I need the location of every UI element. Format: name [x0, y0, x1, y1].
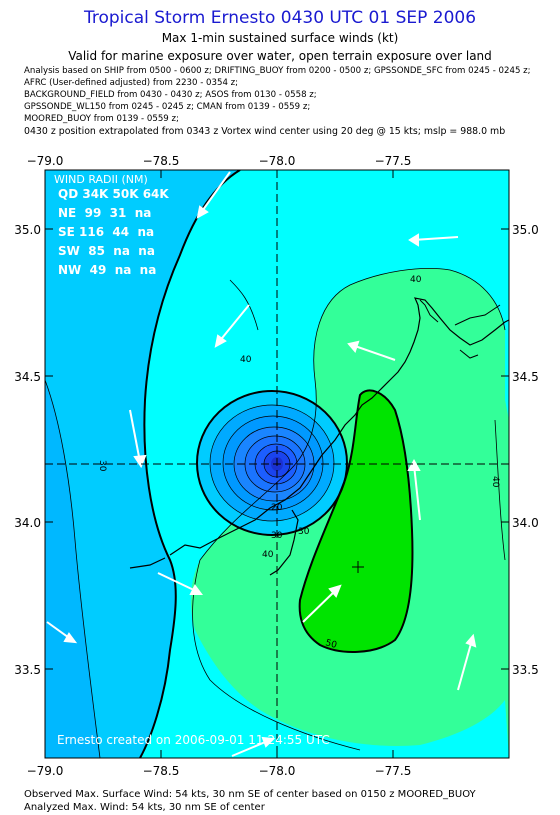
contour-label: 40	[240, 355, 252, 365]
contour-40-north-line	[229, 279, 259, 331]
contour-label: 30	[97, 460, 107, 472]
lon-tick-bottom-3: −78.0	[259, 764, 296, 778]
lon-tick-top-3: −78.0	[259, 154, 296, 168]
wind-radii-header: QD 34K 50K 64K	[58, 187, 169, 201]
arrow-head	[214, 334, 227, 348]
lat-tick-right-1: 35.0	[512, 223, 539, 237]
lat-tick-left-3: 34.0	[14, 516, 41, 530]
analysis-line-2: AFRC (User-defined adjusted) from 2230 -…	[24, 78, 239, 88]
arrow-head	[261, 736, 276, 748]
arrow-head	[347, 340, 360, 353]
wind-arrow	[412, 236, 459, 241]
wind-radii-row-sw: SW 85 na na	[58, 244, 155, 258]
contour-label: 20	[271, 503, 283, 513]
analysis-line-1: Analysis based on SHIP from 0500 - 0600 …	[24, 66, 531, 76]
coastline	[169, 297, 509, 556]
wind-arrow	[199, 171, 231, 215]
wind-radii-table: WIND RADII (NM) QD 34K 50K 64K NE 99 31 …	[54, 173, 169, 277]
arrow-head	[133, 454, 147, 469]
axis-ticks	[44, 170, 510, 758]
lat-tick-left-1: 35.0	[14, 223, 41, 237]
contour-40-east-line	[494, 419, 506, 561]
contour-30-vortex	[196, 390, 348, 536]
lon-tick-bottom-2: −78.5	[143, 764, 180, 778]
arrow-head	[465, 633, 477, 648]
arrow-head	[328, 584, 342, 598]
wind-radii-row-se: SE 116 44 na	[58, 225, 154, 239]
contour-30-line	[139, 170, 241, 758]
lat-tick-right-4: 33.5	[512, 663, 539, 677]
contour-40-line	[199, 268, 506, 561]
contour-20-west-line	[45, 379, 101, 758]
contour-label: 40	[262, 550, 274, 560]
wind-arrow	[217, 304, 250, 344]
lon-tick-bottom-1: −79.0	[27, 764, 64, 778]
wind-arrow	[302, 588, 338, 623]
wind-arrow	[231, 739, 271, 757]
analysis-line-5: MOORED_BUOY from 0139 - 0559 z;	[24, 114, 179, 124]
contour-label: 50	[324, 638, 338, 651]
field-20-30-edge	[45, 380, 100, 758]
credit-text: Ernesto created on 2006-09-01 11:24:55 U…	[57, 733, 330, 747]
arrow-head	[189, 584, 203, 595]
position-note: 0430 z position extrapolated from 0343 z…	[24, 126, 506, 137]
contour-25-vortex	[209, 404, 335, 522]
wind-radii-title: WIND RADII (NM)	[54, 173, 148, 186]
contour-40-south	[192, 559, 361, 751]
footer-analyzed-max: Analyzed Max. Wind: 54 kts, 30 nm SE of …	[24, 802, 265, 813]
lat-tick-left-2: 34.5	[14, 370, 41, 384]
subtitle-exposure: Valid for marine exposure over water, op…	[68, 49, 492, 63]
field-50-plus	[299, 390, 413, 652]
wind-arrow	[351, 344, 396, 361]
lat-tick-right-3: 34.0	[512, 516, 539, 530]
contour-label: 40	[490, 476, 500, 488]
wind-arrow	[129, 409, 141, 463]
wind-arrow	[457, 639, 473, 691]
wind-arrow	[157, 572, 199, 593]
wind-arrows	[46, 171, 477, 757]
arrow-head	[407, 458, 421, 471]
sc-coast	[129, 557, 166, 569]
contour-label: 30	[271, 531, 283, 541]
arrow-head	[63, 632, 78, 644]
arrow-head	[196, 205, 209, 219]
arrow-head	[408, 233, 419, 247]
lat-tick-left-4: 33.5	[14, 663, 41, 677]
subtitle-winds: Max 1-min sustained surface winds (kt)	[161, 31, 399, 45]
page-title: Tropical Storm Ernesto 0430 UTC 01 SEP 2…	[83, 8, 477, 28]
lon-tick-top-1: −79.0	[27, 154, 64, 168]
lon-tick-top-4: −77.5	[375, 154, 412, 168]
contour-20-vortex	[222, 415, 324, 511]
wind-radii-row-nw: NW 49 na na	[58, 263, 156, 277]
wind-arrow	[413, 464, 421, 521]
contour-label: 30	[298, 527, 310, 537]
footer-observed-max: Observed Max. Surface Wind: 54 kts, 30 n…	[24, 789, 476, 800]
contour-label: 40	[410, 275, 422, 285]
analysis-line-3: BACKGROUND_FIELD from 0430 - 0430 z; ASO…	[24, 90, 317, 100]
analysis-line-4: GPSSONDE_WL150 from 0245 - 0245 z; CMAN …	[24, 102, 311, 112]
contour-fields: 40 40 30 30 20 30 40 50 40	[45, 170, 509, 758]
lat-tick-right-2: 34.5	[512, 370, 539, 384]
lon-tick-bottom-4: −77.5	[375, 764, 412, 778]
pamlico-coast	[419, 299, 501, 359]
wind-radii-row-ne: NE 99 31 na	[58, 206, 151, 220]
lon-tick-top-2: −78.5	[143, 154, 180, 168]
